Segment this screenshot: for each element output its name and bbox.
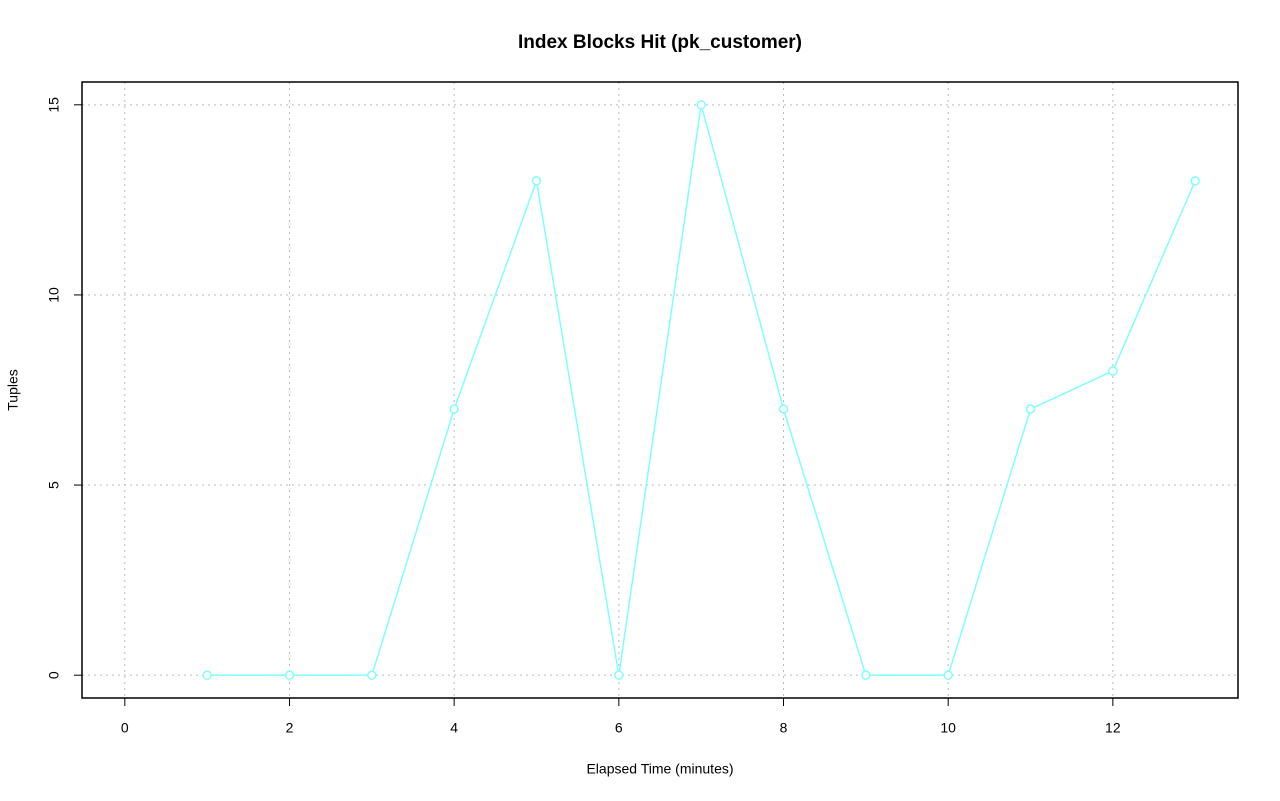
data-point bbox=[449, 404, 459, 414]
plot-frame bbox=[81, 81, 1239, 699]
data-point bbox=[861, 670, 871, 680]
y-tick-label: 0 bbox=[46, 671, 62, 679]
data-point bbox=[778, 404, 789, 414]
data-point bbox=[367, 670, 377, 680]
x-tick-label: 2 bbox=[286, 720, 294, 736]
chart-title: Index Blocks Hit (pk_customer) bbox=[518, 32, 802, 53]
x-tick-label: 6 bbox=[615, 720, 623, 736]
x-tick-label: 0 bbox=[121, 720, 129, 736]
data-point bbox=[202, 670, 212, 680]
y-tick-label: 10 bbox=[46, 287, 62, 303]
data-point bbox=[943, 670, 953, 680]
data-point bbox=[1025, 404, 1036, 414]
data-point bbox=[696, 100, 706, 110]
x-tick-label: 4 bbox=[450, 720, 458, 736]
y-tick-label: 5 bbox=[46, 481, 62, 489]
data-point bbox=[531, 176, 542, 186]
data-point bbox=[614, 670, 624, 680]
y-tick-label: 15 bbox=[46, 97, 62, 113]
data-point bbox=[284, 670, 295, 680]
x-axis-label: Elapsed Time (minutes) bbox=[586, 761, 733, 777]
y-axis-label: Tuples bbox=[5, 369, 21, 411]
x-tick-label: 12 bbox=[1105, 720, 1121, 736]
x-tick-label: 10 bbox=[940, 720, 956, 736]
data-point bbox=[1108, 366, 1118, 376]
data-point bbox=[1190, 176, 1200, 186]
x-tick-label: 8 bbox=[780, 720, 788, 736]
